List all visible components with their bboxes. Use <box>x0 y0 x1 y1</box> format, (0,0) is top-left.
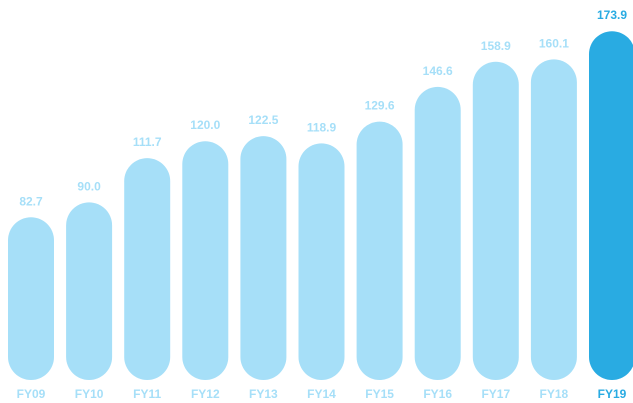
value-label-fy13: 122.5 <box>248 113 278 127</box>
category-label-fy15: FY15 <box>365 387 394 401</box>
category-label-fy14: FY14 <box>307 387 336 401</box>
bar-fy13 <box>240 136 287 380</box>
category-label-fy13: FY13 <box>249 387 278 401</box>
category-label-fy18: FY18 <box>540 387 569 401</box>
value-label-fy10: 90.0 <box>77 179 101 193</box>
value-label-fy18: 160.1 <box>539 36 569 50</box>
category-label-fy09: FY09 <box>17 387 46 401</box>
category-label-fy11: FY11 <box>133 387 161 401</box>
value-label-fy11: 111.7 <box>133 135 162 149</box>
bar-fy10 <box>66 202 113 380</box>
value-label-fy17: 158.9 <box>481 39 511 53</box>
value-label-fy19: 173.9 <box>597 8 627 22</box>
bar-fy17 <box>472 61 519 381</box>
category-labels-layer: FY09 FY10 FY11 FY12 FY13 FY14 FY15 FY16 FY17 FY18… <box>17 387 627 401</box>
bar-fy18 <box>530 59 577 381</box>
value-label-fy16: 146.6 <box>423 64 453 78</box>
bar-fy09 <box>8 217 54 380</box>
value-label-fy12: 120.0 <box>190 118 220 132</box>
bar-fy19 <box>589 31 633 380</box>
bar-fy15 <box>356 121 403 380</box>
category-label-fy19: FY19 <box>598 387 627 401</box>
bar-fy14 <box>298 143 345 380</box>
value-label-fy15: 129.6 <box>365 99 395 113</box>
category-label-fy17: FY17 <box>481 387 510 401</box>
value-labels-layer: 82.7 90.0 111.7 120.0 122.5 118.9 129.6 146.6 15… <box>19 8 627 208</box>
bar-fy16 <box>414 86 461 381</box>
category-label-fy12: FY12 <box>191 387 220 401</box>
bar-fy11 <box>124 158 171 380</box>
category-label-fy16: FY16 <box>423 387 452 401</box>
bars-layer <box>8 31 633 381</box>
value-label-fy09: 82.7 <box>19 194 43 208</box>
bar-fy12 <box>182 141 229 380</box>
category-label-fy10: FY10 <box>75 387 104 401</box>
value-label-fy14: 118.9 <box>307 120 337 134</box>
